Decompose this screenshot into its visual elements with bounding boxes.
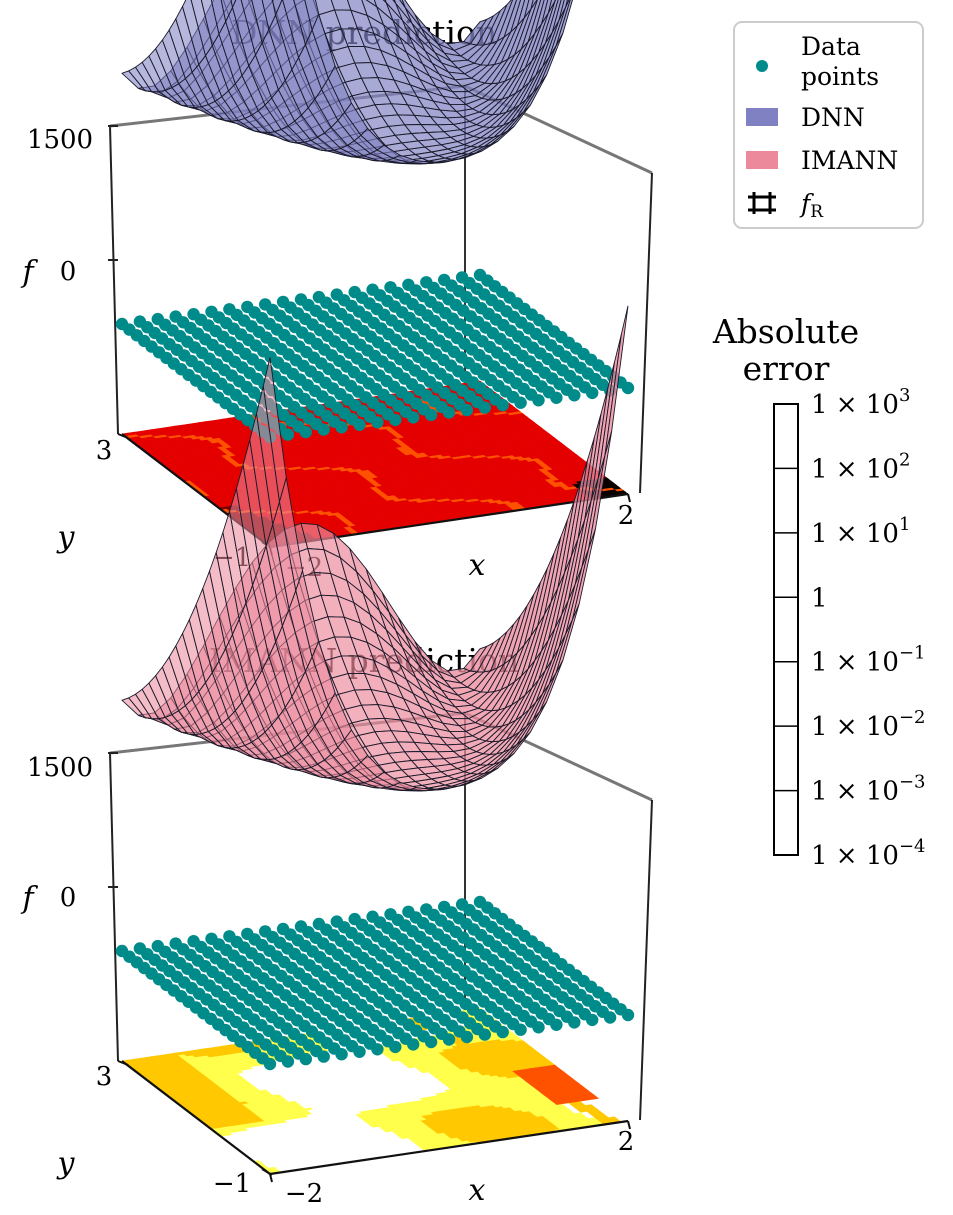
dnn-panel: DNN prediction 1500 0 f 3 −1 y −2 2 x	[20, 0, 653, 583]
data-point	[586, 386, 599, 400]
data-point	[299, 425, 312, 439]
data-point	[478, 401, 491, 414]
data-point	[442, 406, 456, 419]
data-point	[568, 389, 581, 402]
data-point	[621, 381, 635, 395]
data-point	[317, 423, 330, 436]
z-tick-label: 0	[60, 257, 77, 287]
data-point	[407, 411, 420, 424]
data-point	[335, 421, 348, 434]
surface-layer	[121, 0, 573, 165]
x-tick-label: 2	[618, 501, 635, 531]
data-point	[550, 391, 563, 404]
z-tick-label: 1500	[27, 125, 93, 155]
data-point	[371, 416, 384, 429]
y-tick-label: 3	[96, 436, 113, 466]
pane-edge	[639, 172, 653, 494]
data-point	[496, 398, 509, 412]
z-axis-line	[109, 125, 119, 435]
pane-edge	[639, 799, 653, 1121]
data-point	[424, 408, 438, 422]
x-axis-label: x	[469, 548, 486, 583]
data-point	[514, 396, 527, 409]
z-axis-label: f	[20, 255, 38, 290]
z-axis-line	[109, 752, 119, 1062]
y-axis-label: y	[56, 520, 76, 555]
data-points-layer	[115, 268, 635, 444]
data-point	[460, 403, 474, 417]
data-point	[353, 418, 366, 431]
data-point	[389, 413, 402, 427]
data-point	[281, 428, 295, 441]
data-point	[532, 394, 545, 407]
